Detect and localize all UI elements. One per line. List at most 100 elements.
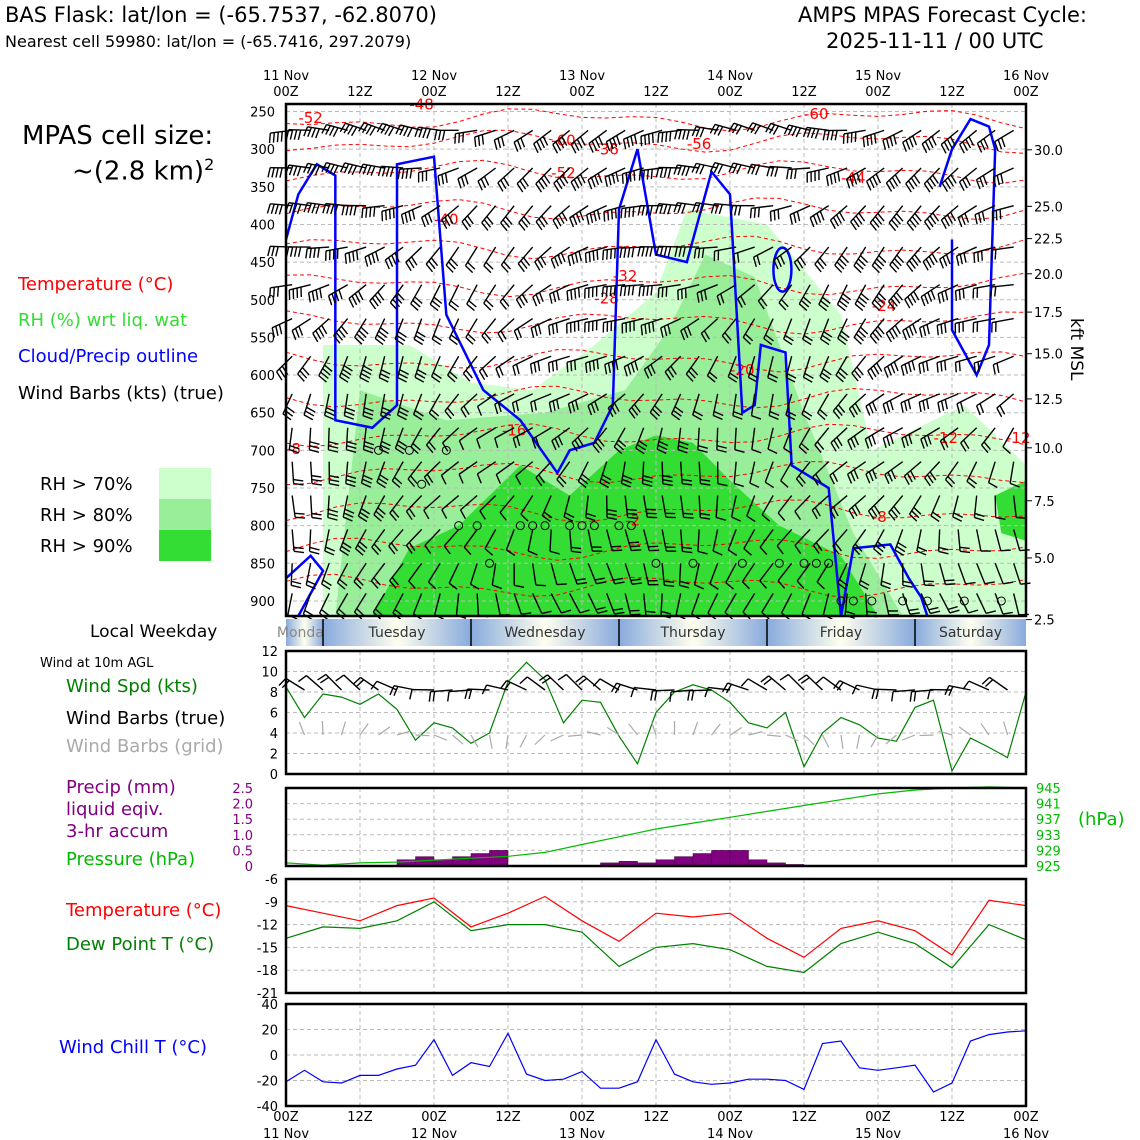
upper-wind-barb-feather [819,257,827,267]
upper-wind-barb-feather [783,338,793,346]
chill-panel-ytick-label: -20 [257,1075,278,1090]
upper-wind-barb-feather [450,334,460,342]
upper-wind-barb-feather [641,205,645,216]
cross-section-frame [284,102,1028,618]
upper-wind-barb-feather [886,402,891,413]
upper-wind-barb-feather [917,546,928,552]
upper-wind-barb-feather [655,203,660,214]
grid-wind-barb [568,734,583,737]
upper-wind-barb-feather [296,166,302,177]
upper-wind-barb-feather [816,441,825,450]
upper-wind-barb-feather [447,374,456,383]
upper-wind-barb-feather [611,361,615,372]
upper-wind-barb [724,593,737,613]
upper-wind-barb-feather [564,512,575,519]
legend-cloud: Cloud/Precip outline [18,346,199,367]
upper-wind-barb-feather [623,366,628,377]
upper-wind-barb-feather [381,407,392,413]
upper-wind-barb-feather [321,162,327,173]
upper-wind-barb-feather [297,373,305,382]
upper-wind-barb-feather [466,215,474,225]
upper-wind-barb-feather [943,141,950,152]
upper-wind-barb-feather [751,448,762,454]
upper-wind-barb-feather [612,137,618,148]
upper-wind-barb-feather [754,125,761,135]
upper-wind-barb-feather [640,136,643,147]
upper-wind-barb-feather [768,414,779,420]
upper-wind-barb-feather [911,257,919,266]
calm-wind-circle [374,445,383,455]
upper-wind-barb-feather [764,481,775,489]
upper-wind-barb-feather [397,414,407,421]
upper-wind-barb-feather [332,127,339,137]
weekday-name: Tuesday [368,625,426,641]
surface-wind-barb-feather [871,688,876,700]
upper-wind-barb-feather [642,286,645,297]
upper-wind-barb-feather [573,141,580,151]
upper-wind-barb-feather [373,577,381,586]
surface-wind-barb-feather [704,687,709,698]
upper-wind-barb-feather [649,246,653,257]
upper-wind-barb-feather [663,246,668,257]
upper-wind-barb-feather [894,549,904,556]
calm-wind-circle [996,596,1006,606]
upper-wind-barb [975,529,982,552]
label-precip3: 3-hr accum [66,821,169,842]
upper-wind-barb-feather [597,136,604,146]
upper-wind-barb-feather [871,401,878,412]
upper-wind-barb-feather [614,208,617,219]
upper-wind-barb-feather [464,174,469,185]
upper-wind-barb [675,593,682,616]
label-wind-grid: Wind Barbs (grid) [66,736,224,757]
upper-wind-barb-feather [441,219,448,230]
upper-wind-barb-feather [983,138,989,149]
upper-wind-barb-feather [606,508,617,513]
upper-wind-barb-feather [816,581,825,590]
upper-wind-barb-feather [395,124,401,135]
cell-size-value: ~(2.8 km)2 [72,155,215,187]
upper-wind-barb-feather [588,361,592,372]
upper-wind-barb-feather [669,131,672,142]
upper-wind-barb-feather [278,204,283,215]
top-time-label: 00Z [421,85,447,100]
upper-wind-barb-feather [944,290,949,301]
upper-wind-barb-feather [500,136,505,147]
precip-bar [470,853,490,867]
upper-wind-barb-feather [959,546,970,550]
grid-wind-barb [298,721,306,736]
kft-tick-label: 20.0 [1034,268,1063,283]
upper-wind-barb-feather [396,334,406,342]
upper-wind-barb-feather [974,512,985,518]
upper-wind-barb-feather [345,205,349,216]
upper-wind-barb-feather [380,444,390,451]
top-time-label: 00Z [717,85,743,100]
upper-wind-barb-feather [400,214,405,225]
upper-wind-barb-feather [838,258,847,267]
upper-wind-barb-feather [768,124,776,134]
upper-wind-barb-feather [936,325,939,336]
upper-wind-barb-feather [379,474,389,481]
upper-wind-barb-feather [596,581,607,585]
upper-wind-barb [715,495,719,518]
surface-wind-barb-feather [654,690,658,701]
upper-wind-barb-feather [777,512,786,521]
upper-wind-barb-feather [974,214,978,225]
upper-wind-barb-feather [389,167,394,178]
upper-wind-barb-feather [309,449,320,454]
upper-wind-barb-feather [803,410,813,417]
upper-wind-barb-feather [748,376,758,383]
surface-wind-barb [376,680,398,691]
upper-wind-barb [484,529,497,549]
upper-wind-barb-feather [429,303,439,312]
upper-wind-barb-feather [567,256,572,267]
upper-wind-barb-feather [570,181,577,192]
upper-wind-barb-feather [351,295,358,306]
upper-wind-barb [751,427,756,450]
upper-wind-barb-feather [651,132,654,144]
upper-wind-barb-feather [596,209,601,220]
upper-wind-barb-feather [868,471,874,482]
surface-wind-barb-feather [650,690,654,701]
upper-wind-barb-feather [433,296,443,304]
surface-wind-barb-feather [630,687,635,698]
upper-wind-barb-feather [654,405,663,414]
